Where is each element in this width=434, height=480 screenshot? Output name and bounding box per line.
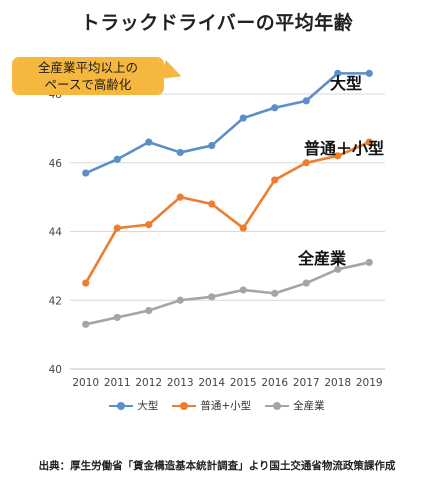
legend-swatch-standard-small bbox=[172, 401, 197, 410]
data-point bbox=[82, 279, 90, 287]
data-point bbox=[145, 221, 153, 229]
data-point bbox=[365, 69, 373, 77]
data-point bbox=[271, 289, 279, 297]
y-tick-label: 44 bbox=[49, 227, 63, 239]
data-point bbox=[113, 224, 121, 232]
y-tick-label: 40 bbox=[49, 364, 62, 376]
series-line bbox=[85, 72, 370, 175]
data-point bbox=[145, 138, 153, 146]
data-point bbox=[82, 169, 90, 177]
chart-title: トラックドライバーの平均年齢 bbox=[80, 12, 354, 34]
x-tick-label: 2017 bbox=[293, 377, 320, 389]
data-point bbox=[239, 114, 247, 122]
legend-item-standard-small: 普通+小型 bbox=[172, 398, 251, 413]
data-point bbox=[176, 148, 184, 157]
data-point bbox=[365, 258, 373, 267]
x-tick-label: 2012 bbox=[135, 377, 162, 389]
legend-swatch-all-industry bbox=[265, 401, 290, 410]
source-note: 出典：厚生労働省「賃金構造基本統計調査」より国土交通省物流政策課作成 bbox=[38, 460, 396, 472]
data-point bbox=[334, 69, 342, 77]
data-point bbox=[365, 138, 373, 146]
data-point bbox=[82, 320, 90, 328]
callout-line-2: ペースで高齢化 bbox=[44, 77, 132, 92]
data-point bbox=[239, 224, 247, 232]
series-line bbox=[85, 261, 370, 326]
data-point bbox=[176, 296, 184, 304]
legend-label-standard-small: 普通+小型 bbox=[200, 400, 252, 412]
data-point bbox=[113, 155, 121, 163]
data-point bbox=[334, 265, 342, 273]
x-tick-label: 2018 bbox=[324, 377, 351, 389]
data-point bbox=[239, 286, 247, 294]
x-tick-label: 2019 bbox=[356, 377, 383, 389]
series-label-large: 大型 bbox=[330, 74, 363, 93]
x-tick-label: 2015 bbox=[230, 377, 257, 389]
data-point bbox=[302, 159, 310, 167]
data-point bbox=[113, 313, 121, 322]
y-tick-label: 42 bbox=[49, 295, 62, 307]
data-point bbox=[208, 200, 216, 208]
legend-label-all-industry: 全産業 bbox=[293, 400, 325, 412]
gridlines bbox=[70, 93, 385, 370]
legend-swatch-large bbox=[109, 401, 134, 410]
y-tick-label: 46 bbox=[49, 158, 63, 170]
x-tick-label: 2011 bbox=[104, 377, 131, 389]
legend-item-large: 大型 bbox=[109, 398, 158, 413]
data-point bbox=[302, 97, 310, 105]
data-point bbox=[208, 293, 216, 301]
x-tick-label: 2013 bbox=[167, 377, 194, 389]
callout-box: 全産業平均以上の ペースで高齢化 bbox=[12, 57, 164, 95]
data-point bbox=[271, 176, 279, 184]
x-tick-labels: 2010 2011 2012 2013 2014 2015 2016 2017 2018 2019 bbox=[72, 377, 382, 389]
data-point bbox=[271, 104, 279, 112]
x-tick-label: 2014 bbox=[198, 377, 225, 389]
callout-line-1: 全産業平均以上の bbox=[37, 60, 138, 75]
series-label-standard-small: 普通＋小型 bbox=[304, 139, 385, 158]
data-point bbox=[334, 152, 342, 160]
data-point bbox=[302, 279, 310, 287]
data-point bbox=[145, 306, 153, 315]
legend-item-all-industry: 全産業 bbox=[265, 398, 325, 413]
data-point bbox=[176, 193, 184, 201]
series-label-all-industry: 全産業 bbox=[298, 249, 347, 268]
x-tick-label: 2010 bbox=[72, 377, 99, 389]
data-point bbox=[208, 141, 216, 150]
x-tick-label: 2016 bbox=[261, 377, 288, 389]
series-lines bbox=[82, 69, 373, 328]
legend-label-large: 大型 bbox=[137, 400, 159, 412]
series-line bbox=[84, 140, 370, 284]
legend: 大型 普通+小型 全産業 bbox=[0, 398, 434, 413]
